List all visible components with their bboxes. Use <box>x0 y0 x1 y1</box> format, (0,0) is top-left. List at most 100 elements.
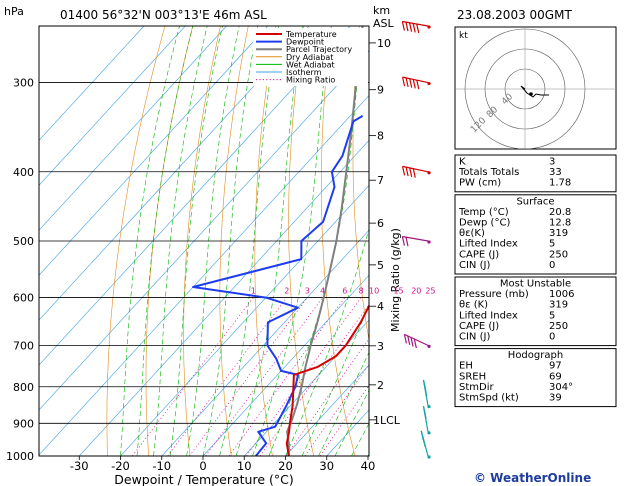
wind-barb-feather <box>405 167 409 177</box>
x-tick-label: 10 <box>237 459 252 473</box>
x-axis-label: Dewpoint / Temperature (°C) <box>114 472 293 486</box>
info-table-label: Pressure (mb) <box>459 289 529 300</box>
info-table-label: Lifted Index <box>459 310 518 321</box>
pressure-tick-label: 700 <box>13 339 34 352</box>
info-table-label: Totals Totals <box>458 167 519 178</box>
height-tick-label: 9 <box>377 84 384 97</box>
isobars <box>39 82 369 457</box>
sounding-lines <box>192 26 369 456</box>
mixing-ratio-label: 10 <box>369 287 379 296</box>
wind-barb-feather <box>412 79 416 89</box>
wind-barb <box>401 76 431 90</box>
plot-frame <box>38 25 370 457</box>
info-table-label: K <box>459 157 466 168</box>
wind-barb <box>403 333 431 349</box>
info-table-frame <box>454 154 617 193</box>
mixing-ratio-axis-label: Mixing Ratio (g/kg) <box>389 228 402 332</box>
info-table-value: 0 <box>549 332 555 343</box>
wind-barb-feather <box>412 168 416 178</box>
height-tick-label: 8 <box>377 130 384 143</box>
info-table-label: PW (cm) <box>459 178 501 189</box>
height-axis-sublabel: ASL <box>373 17 395 30</box>
wet-adiabat-line <box>186 26 240 456</box>
mixing-ratio-line <box>228 297 346 456</box>
info-table-label: Temp (°C) <box>458 207 509 218</box>
dry-adiabat-line <box>254 26 277 456</box>
wind-barb-feather <box>407 335 411 346</box>
info-table-label: StmDir <box>459 382 494 393</box>
info-table-value: 97 <box>549 361 562 372</box>
mixing-ratio-line <box>259 304 369 456</box>
info-table-value: 250 <box>549 321 568 332</box>
info-table-title: Hodograph <box>508 350 563 361</box>
mixing-ratio-labels: 1 2 3 4 6 8 10 15 20 25 <box>251 287 436 296</box>
info-table-label: CAPE (J) <box>459 321 499 332</box>
x-tick-label: 0 <box>199 459 206 473</box>
height-tick-label: 5 <box>377 259 384 272</box>
height-tick-label: 2 <box>377 379 384 392</box>
pressure-tick-label: 300 <box>13 77 34 90</box>
mixing-ratio-label: 2 <box>284 287 289 296</box>
info-table-label: EH <box>459 361 473 372</box>
wind-barb-shaft <box>402 76 429 84</box>
info-table-label: SREH <box>459 371 486 382</box>
hodograph: 40 80 120 kt <box>454 26 617 150</box>
x-tick-label: 20 <box>278 459 293 473</box>
height-axis-label: km <box>373 4 390 17</box>
info-table-title: Most Unstable <box>500 279 571 290</box>
pressure-ticks: 300 400 500 600 700 800 900 1000 <box>6 77 34 463</box>
mixing-ratio-line <box>304 363 369 456</box>
dry-adiabat-line <box>320 26 356 456</box>
height-tick-label: 3 <box>377 340 384 353</box>
mixing-ratio-line <box>246 297 362 456</box>
wind-barb-feather <box>409 78 413 88</box>
isotherm-line <box>244 319 369 456</box>
wind-barb-base <box>427 404 431 409</box>
wet-adiabat-line <box>202 26 258 456</box>
wind-barb-base <box>427 81 431 86</box>
pressure-tick-label: 1000 <box>6 450 34 463</box>
legend-label: Wet Adiabat <box>286 60 335 69</box>
x-tick-label: -30 <box>70 459 89 473</box>
height-tick-label: 1LCL <box>373 414 401 427</box>
legend-label: Parcel Trajectory <box>286 45 352 54</box>
mixing-ratio-label: 1 <box>251 287 256 296</box>
legend-label: Dewpoint <box>286 38 324 47</box>
pressure-tick-label: 400 <box>13 166 34 179</box>
wind-barb-feather <box>416 80 420 90</box>
mixing-ratio-line <box>205 297 323 456</box>
indices-tables: K 3 Totals Totals 33 PW (cm) 1.78 Surface Temp … <box>454 154 617 408</box>
info-table-label: StmSpd (kt) <box>459 393 519 404</box>
legend-label: Temperature <box>285 30 337 39</box>
info-table-value: 319 <box>549 300 568 311</box>
wind-barb-feather <box>401 21 405 31</box>
info-table-frame <box>454 348 617 408</box>
x-ticks: -30 -20 -10 0 10 20 30 40 <box>70 456 375 473</box>
wet-adiabat-line <box>120 26 180 456</box>
x-tick-label: 30 <box>319 459 334 473</box>
mixing-ratio-label: 4 <box>320 287 325 296</box>
info-table-value: 1.78 <box>549 178 571 189</box>
wind-barb-shaft <box>402 235 429 242</box>
info-table-value: 5 <box>549 310 555 321</box>
temperature-line <box>285 303 369 456</box>
info-table-value: 250 <box>549 249 568 260</box>
info-table-title: Surface <box>516 196 554 207</box>
station-header: 01400 56°32'N 003°13'E 46m ASL <box>60 8 267 22</box>
info-table-value: 0 <box>549 260 555 271</box>
wet-adiabat-line <box>136 26 194 456</box>
mixing-ratio-label: 15 <box>393 287 403 296</box>
info-table-value: 1006 <box>549 289 574 300</box>
wind-barb-feather <box>405 236 409 247</box>
wind-barb-feather <box>410 337 414 347</box>
info-table-value: 39 <box>549 393 562 404</box>
info-table-frame <box>454 276 617 347</box>
wind-barb-feather <box>403 334 408 344</box>
wind-barb <box>401 235 431 247</box>
wind-barb <box>401 20 431 34</box>
hodograph-storm-motion <box>529 92 533 96</box>
wind-barb <box>420 430 431 459</box>
wind-barb-shaft <box>402 165 429 173</box>
info-table-label: Lifted Index <box>459 239 518 250</box>
